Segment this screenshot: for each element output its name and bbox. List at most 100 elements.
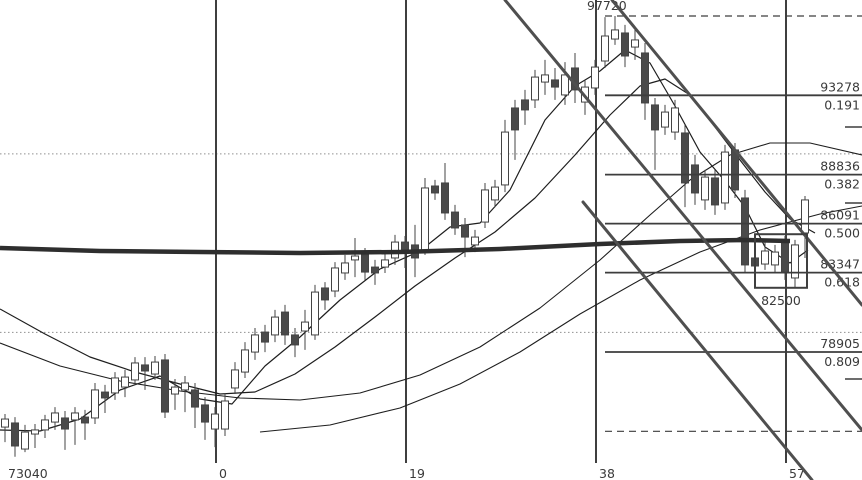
candle-body-bull xyxy=(111,377,119,394)
candle xyxy=(651,97,659,170)
candle-body-bear xyxy=(711,177,719,206)
candle xyxy=(691,154,699,205)
candle-body-bull xyxy=(1,418,9,428)
candle xyxy=(421,177,429,255)
candle-body-bull xyxy=(311,291,319,336)
fib-ratio-label: 0.382 xyxy=(824,177,860,192)
candle xyxy=(151,356,159,380)
x-axis-label: 0 xyxy=(219,466,227,480)
candle xyxy=(351,237,359,278)
candle-body-bull xyxy=(41,419,49,431)
candle-body-bull xyxy=(181,382,189,391)
candle-body-bear xyxy=(431,185,439,194)
candle xyxy=(41,414,49,438)
candle-body-bear xyxy=(141,364,149,372)
fib-high-price-label: 97720 xyxy=(587,0,627,13)
candle-body-bear xyxy=(161,359,169,413)
candle xyxy=(521,89,529,125)
candles-group xyxy=(1,16,809,457)
candle xyxy=(261,324,269,353)
candle xyxy=(681,124,689,208)
candle-body-bull xyxy=(491,186,499,201)
candle-body-bull xyxy=(31,429,39,435)
candle xyxy=(311,284,319,340)
candle xyxy=(371,259,379,285)
candle-body-bull xyxy=(241,349,249,373)
candle xyxy=(331,262,339,298)
candle xyxy=(201,397,209,440)
candle-body-bear xyxy=(731,149,739,191)
candle xyxy=(101,384,109,413)
candle-body-bear xyxy=(191,389,199,408)
candle-body-bull xyxy=(301,321,309,332)
candle xyxy=(61,411,69,450)
candle-body-bear xyxy=(361,254,369,273)
candle-body-bear xyxy=(781,242,789,273)
candle xyxy=(271,309,279,343)
candle xyxy=(251,327,259,360)
candle-body-bull xyxy=(421,187,429,251)
candle-body-bull xyxy=(221,400,229,430)
candle-body-bear xyxy=(461,224,469,238)
candle-body-bear xyxy=(201,404,209,423)
candle xyxy=(241,342,249,378)
candle-body-bull xyxy=(661,111,669,128)
candle-body-bull xyxy=(601,35,609,62)
candle-body-bull xyxy=(771,251,779,266)
candle-body-bear xyxy=(101,391,109,399)
candle-body-bull xyxy=(351,255,359,261)
candle-body-bear xyxy=(61,417,69,430)
candle xyxy=(561,62,569,105)
candle xyxy=(531,69,539,108)
candle xyxy=(31,424,39,448)
candle-body-bull xyxy=(131,362,139,381)
candle-body-bull xyxy=(21,431,29,450)
fib-price-label: 83347 xyxy=(820,257,860,272)
candle xyxy=(231,362,239,395)
fib-price-label: 86091 xyxy=(820,208,860,223)
candle-body-bear xyxy=(291,334,299,346)
candle xyxy=(641,42,649,120)
candle xyxy=(121,369,129,398)
ma-very-slow-line xyxy=(259,205,862,433)
candle xyxy=(191,382,199,428)
fib-ratio-label: 0.500 xyxy=(824,226,860,241)
descending-trendline-2 xyxy=(610,0,862,307)
candle-body-bull xyxy=(151,361,159,375)
candle-body-bull xyxy=(791,244,799,279)
candle-body-bear xyxy=(281,311,289,336)
consolidation-box[interactable] xyxy=(754,233,808,289)
candle xyxy=(491,179,499,208)
candle-body-bull xyxy=(231,369,239,389)
candle-body-bull xyxy=(591,66,599,89)
candle xyxy=(141,357,149,390)
candle-body-bull xyxy=(541,74,549,83)
ma-thick-line xyxy=(0,237,791,256)
fib-price-label: 88836 xyxy=(820,159,860,174)
candle xyxy=(701,169,709,210)
candle xyxy=(71,407,79,445)
candle-body-bear xyxy=(401,241,409,251)
candle-body-bull xyxy=(701,176,709,201)
candle xyxy=(501,119,509,193)
candle-body-bear xyxy=(691,164,699,194)
candle-body-bull xyxy=(271,316,279,336)
candle xyxy=(321,282,329,310)
candle xyxy=(171,379,179,410)
candle xyxy=(161,354,169,418)
candle xyxy=(551,67,559,100)
swing-low-price-label: 73040 xyxy=(8,466,48,480)
candle xyxy=(671,99,679,140)
candle xyxy=(541,59,549,95)
candle-body-bull xyxy=(341,262,349,274)
candle-body-bull xyxy=(331,267,339,292)
candle-body-bull xyxy=(801,199,809,234)
candle xyxy=(591,59,599,95)
candle xyxy=(11,417,19,457)
candle xyxy=(761,239,769,270)
candle-body-bear xyxy=(11,422,19,447)
candle xyxy=(481,182,489,228)
candle xyxy=(21,424,29,453)
